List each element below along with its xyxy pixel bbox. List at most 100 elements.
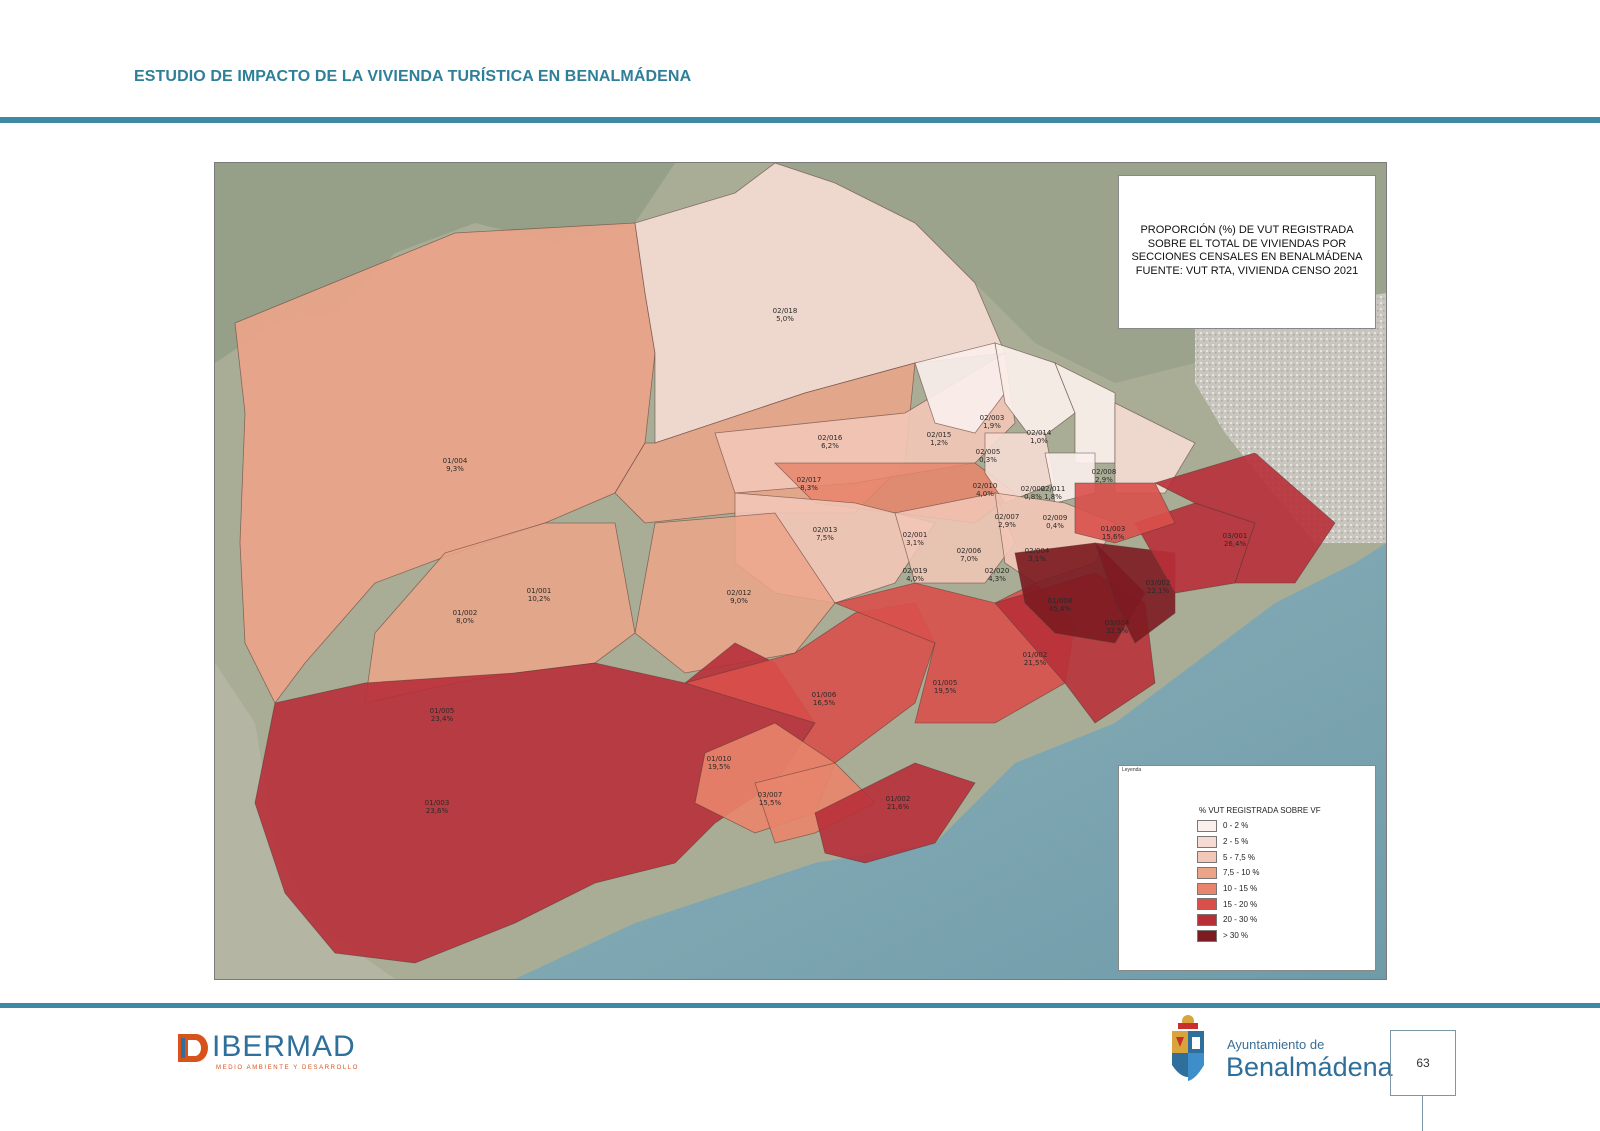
section-value-label: 9,3% — [446, 465, 464, 473]
section-value-label: 2,9% — [998, 521, 1016, 529]
map-legend: Leyenda % VUT REGISTRADA SOBRE VF 0 - 2 … — [1118, 765, 1376, 971]
legend-swatch — [1197, 929, 1217, 942]
section-code-label: 02/003 — [980, 414, 1005, 422]
section-value-label: 23,6% — [426, 807, 449, 815]
section-code-label: 01/005 — [933, 679, 958, 687]
section-value-label: 4,0% — [906, 575, 924, 583]
section-code-label: 02/001 — [903, 531, 928, 539]
legend-swatch — [1197, 898, 1217, 911]
section-value-label: 8,3% — [800, 484, 818, 492]
section-value-label: 3,1% — [906, 539, 924, 547]
section-code-label: 02/002 — [1021, 485, 1046, 493]
section-02-010 — [984, 432, 1056, 504]
legend-title: % VUT REGISTRADA SOBRE VF — [1199, 806, 1321, 815]
section-value-label: 0,4% — [1046, 522, 1064, 530]
ibermad-mark-icon — [178, 1034, 208, 1062]
map-title-line-1: PROPORCIÓN (%) DE VUT REGISTRADA — [1140, 224, 1354, 236]
section-code-label: 01/001 — [527, 587, 552, 595]
section-value-label: 15,5% — [759, 799, 782, 807]
legend-item: 0 - 2 % — [1197, 818, 1259, 834]
section-value-label: 32,5% — [1106, 627, 1129, 635]
section-code-label: 02/011 — [1041, 485, 1066, 493]
map-title-line-3: SECCIONES CENSALES EN BENALMÁDENA — [1131, 251, 1363, 263]
section-value-label: 1,0% — [1030, 437, 1048, 445]
legend-label: 0 - 2 % — [1223, 821, 1249, 831]
section-value-label: 4,0% — [976, 490, 994, 498]
page-number: 63 — [1390, 1030, 1456, 1096]
section-value-label: 1,2% — [930, 439, 948, 447]
section-value-label: 26,4% — [1224, 540, 1247, 548]
legend-label: 7,5 - 10 % — [1223, 868, 1260, 878]
ibermad-name: IBERMAD — [212, 1030, 356, 1063]
section-code-label: 01/010 — [707, 755, 732, 763]
legend-caption: Leyenda — [1122, 767, 1142, 773]
section-value-label: 1,9% — [983, 422, 1001, 430]
document-header-title: ESTUDIO DE IMPACTO DE LA VIVIENDA TURÍST… — [134, 68, 692, 85]
section-03-001 — [1153, 452, 1336, 584]
section-value-label: 10,2% — [528, 595, 551, 603]
section-value-label: 8,0% — [456, 617, 474, 625]
legend-swatch — [1197, 913, 1217, 926]
section-code-label: 02/008 — [1092, 468, 1117, 476]
legend-item: 20 - 30 % — [1197, 912, 1259, 928]
section-value-label: 45,4% — [1049, 605, 1072, 613]
section-02-015 — [914, 342, 1006, 434]
legend-label: 2 - 5 % — [1223, 837, 1249, 847]
legend-swatch — [1197, 835, 1217, 848]
section-value-label: 7,0% — [960, 555, 978, 563]
section-value-label: 16,5% — [813, 699, 836, 707]
section-code-label: 02/012 — [727, 589, 752, 597]
section-code-label: 03/004 — [1105, 619, 1130, 627]
legend-item: 2 - 5 % — [1197, 834, 1259, 850]
footer-rule — [0, 1003, 1600, 1008]
section-code-label: 03/002 — [1146, 579, 1171, 587]
legend-label: 5 - 7,5 % — [1223, 852, 1256, 862]
legend-label: 20 - 30 % — [1223, 915, 1258, 925]
section-code-label: 02/014 — [1027, 429, 1052, 437]
section-code-label: 02/019 — [903, 567, 928, 575]
section-code-label: 01/002 — [453, 609, 478, 617]
legend-item: 5 - 7,5 % — [1197, 849, 1259, 865]
section-code-label: 02/017 — [797, 476, 822, 484]
legend-label: > 30 % — [1223, 931, 1249, 941]
header-rule — [0, 117, 1600, 123]
legend-item: 15 - 20 % — [1197, 896, 1259, 912]
section-value-label: 19,5% — [934, 687, 957, 695]
legend-items: 0 - 2 % 2 - 5 % 5 - 7,5 % 7,5 - 10 % 10 - 15… — [1197, 818, 1259, 944]
section-code-label: 02/010 — [973, 482, 998, 490]
section-02-003 — [994, 342, 1076, 444]
map-title: PROPORCIÓN (%) DE VUT REGISTRADA SOBRE E… — [1127, 224, 1367, 278]
section-code-label: 02/007 — [995, 513, 1020, 521]
section-value-label: 21,5% — [1024, 659, 1047, 667]
section-02-008 — [1114, 402, 1196, 494]
section-code-label: 02/004 — [1025, 547, 1050, 555]
section-value-label: 2,9% — [1095, 476, 1113, 484]
census-sections — [234, 163, 1336, 964]
section-value-label: 23,4% — [431, 715, 454, 723]
section-code-label: 02/020 — [985, 567, 1010, 575]
section-code-label: 01/005 — [430, 707, 455, 715]
map-title-box: PROPORCIÓN (%) DE VUT REGISTRADA SOBRE E… — [1118, 175, 1376, 329]
section-code-label: 01/003 — [1101, 525, 1126, 533]
ayuntamiento-logo: Ayuntamiento de Benalmádena — [1168, 1013, 1393, 1093]
section-value-label: 9,0% — [730, 597, 748, 605]
choropleth-map: 02/018 5,0% 01/004 9,3% 02/016 6,2% 02/003 1,9%… — [214, 162, 1387, 980]
section-value-label: 7,5% — [816, 534, 834, 542]
section-code-label: 03/001 — [1223, 532, 1248, 540]
ayuntamiento-line-2: Benalmádena — [1226, 1052, 1393, 1082]
section-value-label: 1,8% — [1044, 493, 1062, 501]
section-code-label: 02/009 — [1043, 514, 1068, 522]
section-value-label: 3,1% — [1028, 555, 1046, 563]
section-value-label: 0,3% — [979, 456, 997, 464]
ibermad-tagline: MEDIO AMBIENTE Y DESARROLLO — [216, 1065, 360, 1071]
urban-area-east — [1195, 293, 1386, 543]
section-code-label: 02/018 — [773, 307, 798, 315]
section-01-002-south — [814, 762, 976, 864]
section-value-label: 0,8% — [1024, 493, 1042, 501]
legend-item: 10 - 15 % — [1197, 881, 1259, 897]
ayuntamiento-line-1: Ayuntamiento de — [1227, 1037, 1325, 1052]
legend-label: 10 - 15 % — [1223, 884, 1258, 894]
section-value-label: 22,1% — [1147, 587, 1170, 595]
coat-of-arms-icon — [1172, 1015, 1204, 1081]
